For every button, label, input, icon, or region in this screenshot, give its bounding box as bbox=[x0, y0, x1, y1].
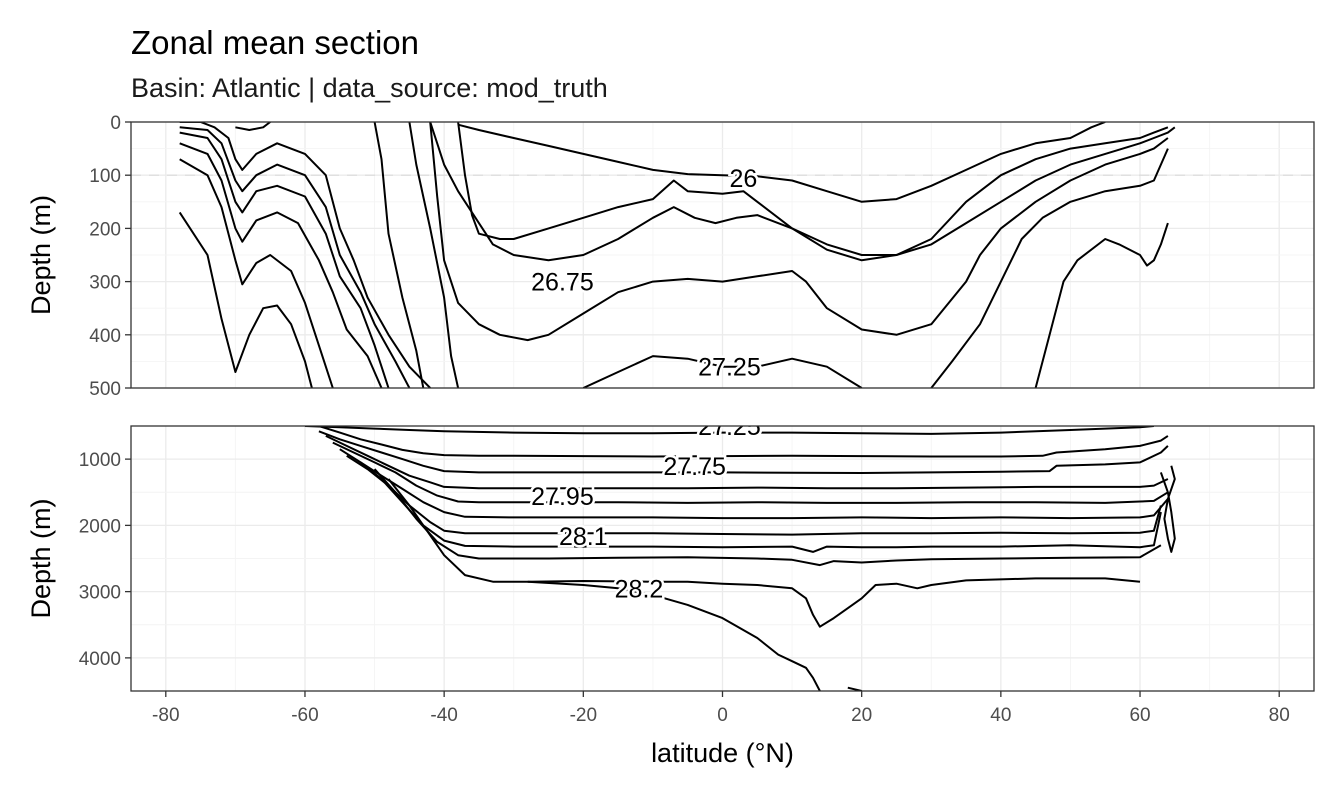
contour-lines: 26 26.75 27.25 bbox=[178, 122, 1176, 388]
contour-line-5 bbox=[179, 158, 334, 388]
y-tick-label: 1000 bbox=[79, 450, 121, 471]
contour-line-2 bbox=[179, 126, 411, 388]
x-tick-label: 80 bbox=[1269, 705, 1290, 726]
contour-line-3 bbox=[179, 131, 390, 388]
y-tick-label: 3000 bbox=[79, 583, 121, 604]
x-tick-label: 60 bbox=[1129, 705, 1150, 726]
contour-line-13 bbox=[1159, 465, 1176, 553]
y-tick-label: 0 bbox=[110, 113, 121, 134]
contour-line-8 bbox=[373, 122, 425, 388]
contour-line-10 bbox=[429, 122, 1176, 262]
y-tick-label: 300 bbox=[89, 273, 121, 294]
x-tick-label: 0 bbox=[717, 705, 728, 726]
contour-label: 26 bbox=[729, 165, 757, 193]
contour-label: 27.95 bbox=[531, 483, 594, 511]
panel-1: 26 26.75 27.25 0 100 200 300 400 500 Depth (m) bbox=[26, 113, 1315, 400]
y-tick-label: 4000 bbox=[79, 649, 121, 670]
contour-line-4 bbox=[325, 434, 1169, 490]
contour-lines: 27.25 27.75 27.95 28.128.2 bbox=[304, 413, 1176, 691]
y-axis-label: Depth (m) bbox=[26, 498, 56, 618]
contour-line-11 bbox=[457, 122, 1106, 203]
y-tick-label: 200 bbox=[89, 219, 121, 240]
x-tick-label: 40 bbox=[990, 705, 1011, 726]
contour-line-11 bbox=[527, 580, 821, 691]
contour-line-1 bbox=[304, 426, 1154, 435]
y-tick-label: 400 bbox=[89, 326, 121, 347]
contour-label: 27.25 bbox=[698, 354, 761, 382]
contour-line-16 bbox=[930, 148, 1169, 388]
contour-line-10 bbox=[387, 478, 1141, 628]
contour-line-9 bbox=[408, 122, 460, 388]
x-tick-label: -80 bbox=[152, 705, 179, 726]
contour-line-6 bbox=[178, 211, 313, 388]
y-tick-label: 100 bbox=[89, 166, 121, 187]
contour-line-12 bbox=[429, 122, 1169, 342]
contour-line-15 bbox=[1034, 222, 1169, 388]
contour-line-3 bbox=[318, 430, 1169, 474]
panel-2: 27.25 27.75 27.95 28.128.2 1000 2000 3000 4000 D… bbox=[26, 413, 1315, 692]
contour-line-9 bbox=[373, 468, 1162, 567]
y-tick-label: 2000 bbox=[79, 516, 121, 537]
contour-line-4 bbox=[179, 142, 383, 388]
contour-line-8 bbox=[359, 461, 1162, 553]
contour-line-6 bbox=[339, 448, 1169, 520]
contour-line-5 bbox=[332, 441, 1169, 504]
panel-border bbox=[130, 121, 1315, 389]
contour-label: 27.75 bbox=[663, 453, 726, 481]
chart-subtitle: Basin: Atlantic | data_source: mod_truth bbox=[131, 73, 608, 103]
x-tick-label: 20 bbox=[851, 705, 872, 726]
x-tick-label: -20 bbox=[570, 705, 597, 726]
y-tick-label: 500 bbox=[89, 379, 121, 400]
contour-label: 26.75 bbox=[531, 269, 594, 297]
x-tick-label: -60 bbox=[291, 705, 318, 726]
y-axis-label: Depth (m) bbox=[26, 195, 56, 315]
x-axis-label: latitude (°N) bbox=[651, 738, 794, 768]
contour-label: 27.25 bbox=[698, 413, 761, 441]
contour-line-1 bbox=[179, 122, 431, 388]
x-tick-label: -40 bbox=[430, 705, 457, 726]
chart-title: Zonal mean section bbox=[131, 24, 419, 61]
contour-line-13 bbox=[457, 122, 1169, 262]
contour-line-2 bbox=[318, 426, 1169, 458]
contour-line-7 bbox=[235, 122, 271, 131]
contour-label: 28.1 bbox=[559, 523, 608, 551]
contour-label: 28.2 bbox=[615, 575, 664, 603]
contour-line-14 bbox=[582, 355, 863, 388]
